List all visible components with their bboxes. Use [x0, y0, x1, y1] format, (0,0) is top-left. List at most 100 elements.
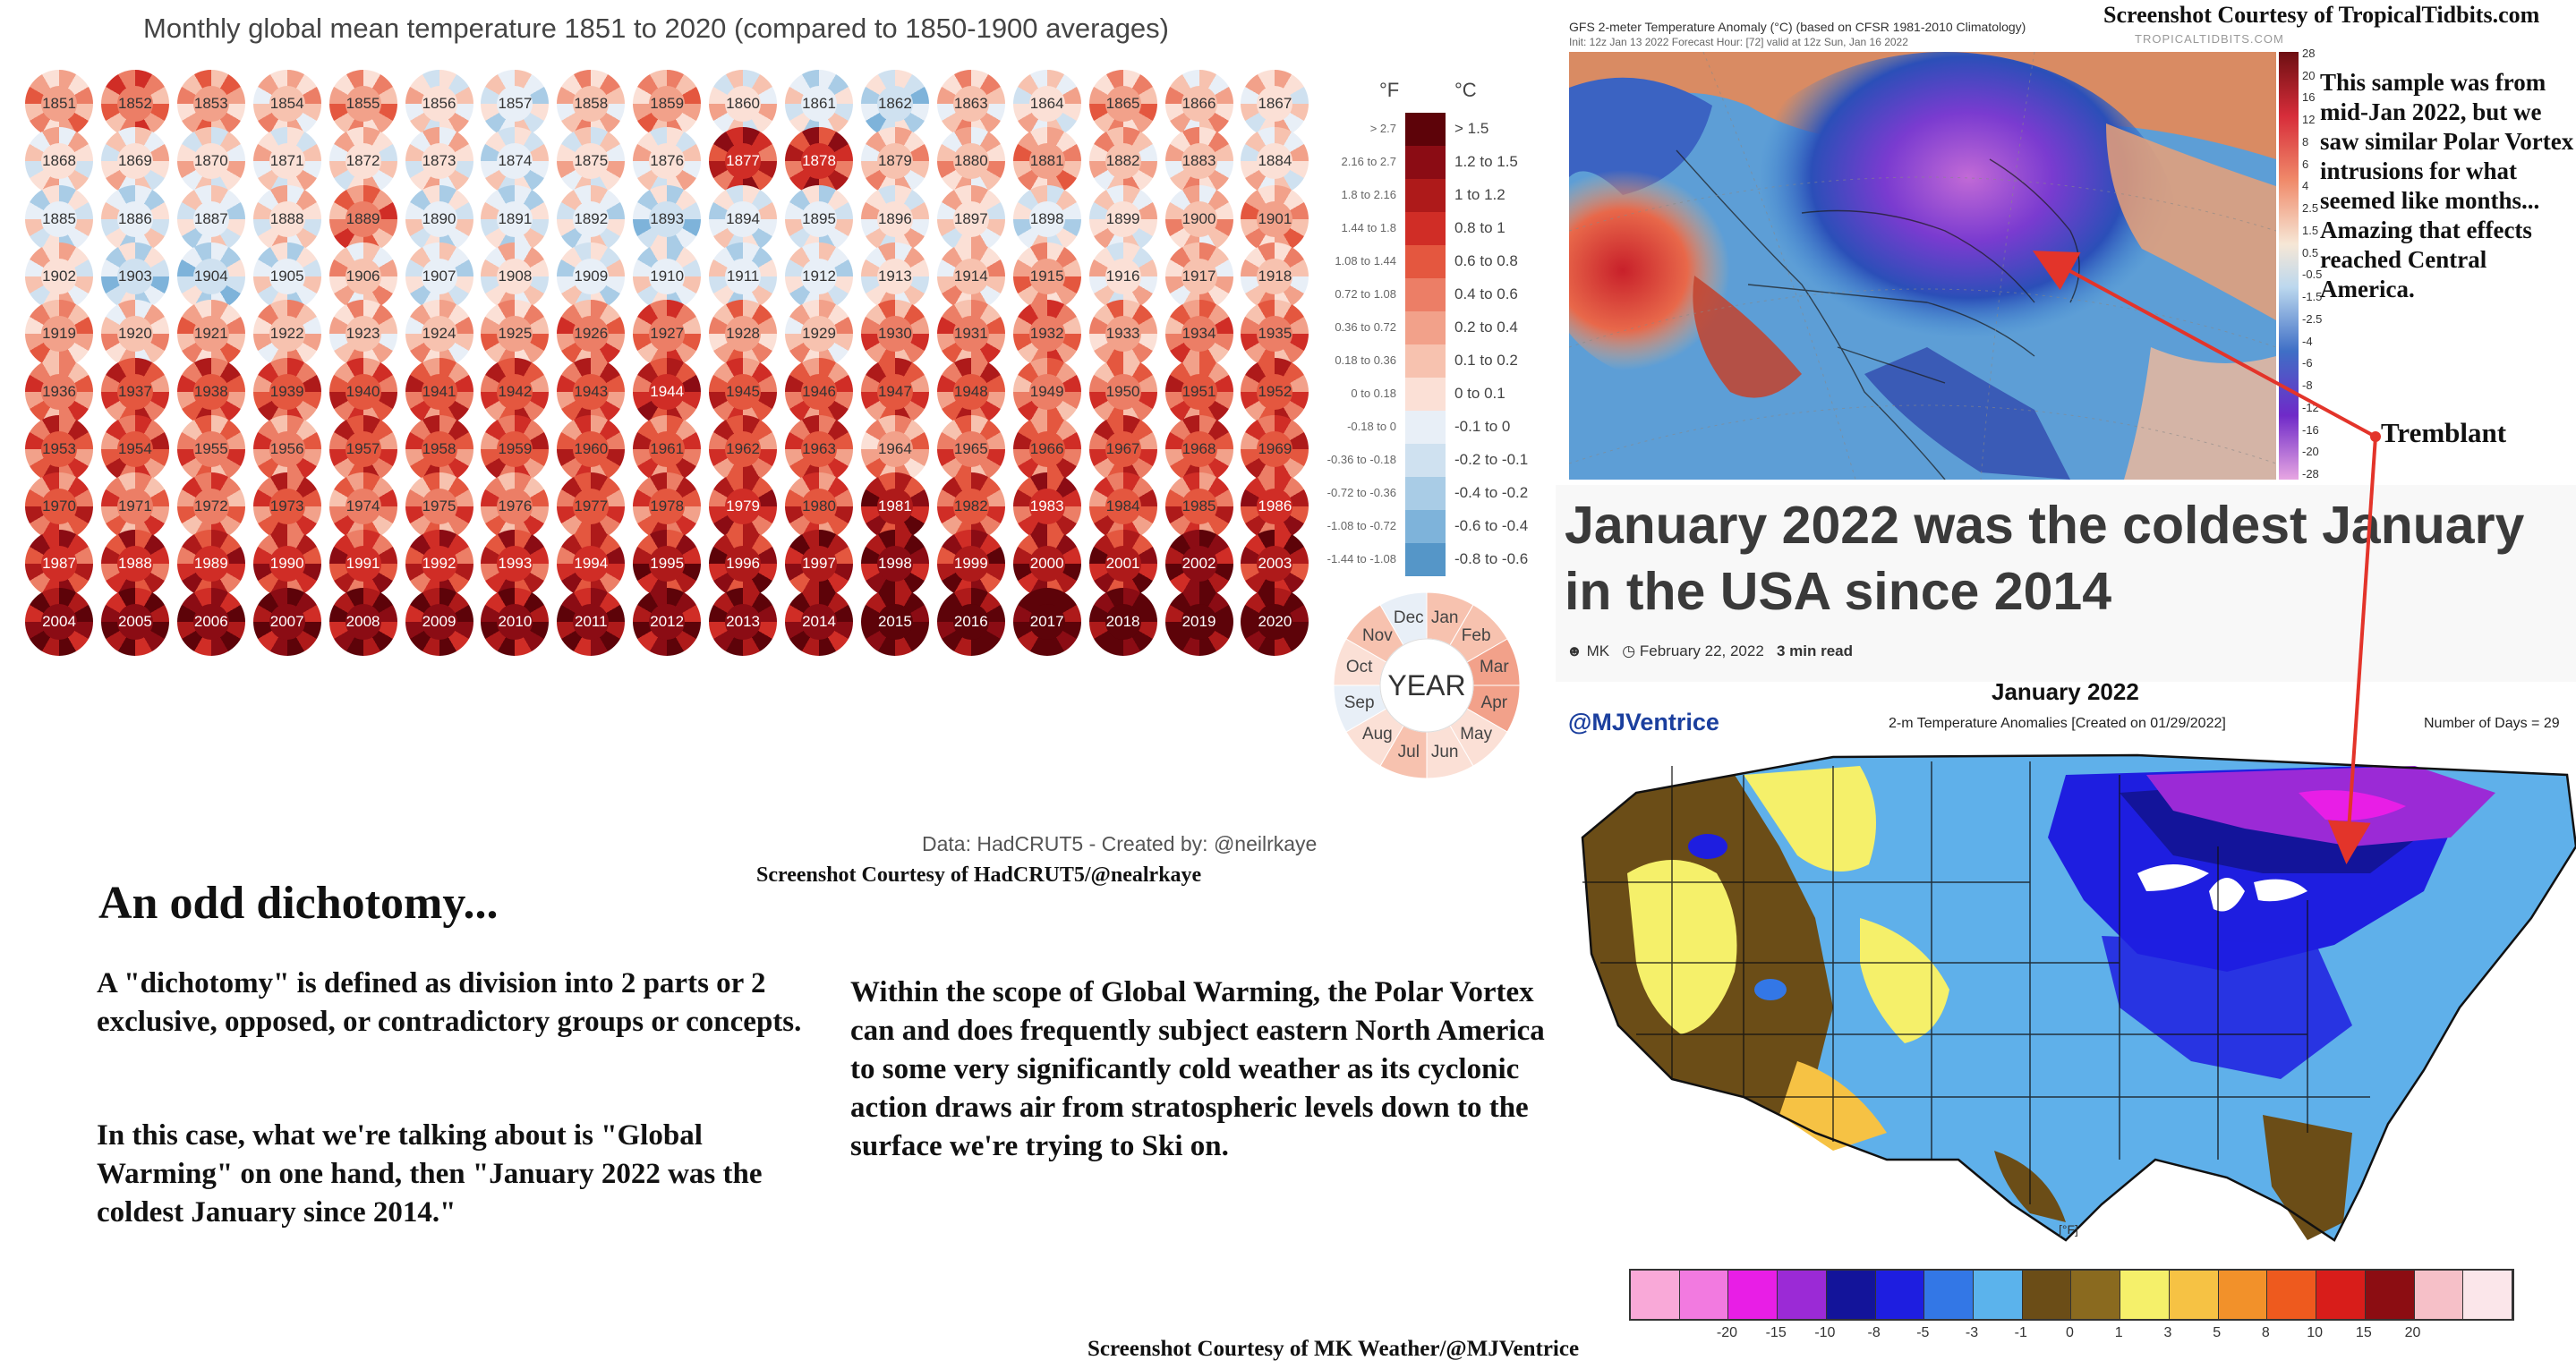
us-scale-tick: -20	[1716, 1325, 1737, 1340]
legend-swatch	[1405, 278, 1446, 311]
year-disc: 1989	[176, 530, 245, 599]
year-disc: 1859	[633, 70, 702, 138]
year-disc: 1894	[709, 184, 778, 253]
article-meta: ☻ MK ◷ February 22, 2022 3 min read	[1566, 642, 1853, 660]
year-disc: 1852	[100, 70, 169, 138]
gfs-map-header: GFS 2-meter Temperature Anomaly (°C) (ba…	[1569, 20, 2026, 34]
year-label: 1875	[573, 143, 610, 180]
dichotomy-heading: An odd dichotomy...	[98, 878, 499, 929]
year-disc: 1892	[557, 184, 626, 253]
year-label: 2013	[725, 603, 762, 640]
legend-celsius-range: 0.6 to 0.8	[1454, 252, 1518, 269]
legend-swatch	[1405, 212, 1446, 245]
legend-row: -1.08 to -0.72 -0.6 to -0.4	[1320, 510, 1548, 543]
legend-swatch	[1405, 311, 1446, 344]
us-scale-tick: 5	[2213, 1325, 2222, 1340]
us-scale-cell	[1679, 1271, 1729, 1319]
year-disc: 1942	[481, 357, 550, 426]
legend-swatch	[1405, 510, 1446, 543]
year-disc: 1934	[1164, 300, 1233, 369]
year-disc: 1951	[1164, 357, 1233, 426]
gfs-scale-tick: 12	[2302, 113, 2316, 127]
legend-row: -1.44 to -1.08 -0.8 to -0.6	[1320, 543, 1548, 576]
month-label: Aug	[1361, 725, 1393, 744]
year-disc: 1980	[785, 472, 853, 541]
us-temperature-anomaly-map	[1565, 739, 2576, 1262]
year-disc: 1918	[1241, 242, 1309, 310]
year-label: 1904	[192, 258, 229, 294]
polar-vortex-paragraph: Within the scope of Global Warming, the …	[850, 976, 1545, 1162]
year-disc: 1868	[25, 127, 93, 196]
us-scale-cell	[2218, 1271, 2268, 1319]
year-disc: 1958	[405, 414, 473, 483]
legend-celsius-range: -0.1 to 0	[1454, 418, 1511, 435]
year-disc: 1893	[633, 184, 702, 253]
year-label: 2016	[952, 603, 989, 640]
year-disc: 2019	[1164, 587, 1233, 656]
year-label: 1939	[269, 373, 305, 410]
legend-swatch	[1405, 179, 1446, 212]
us-color-scale	[1629, 1269, 2514, 1321]
year-disc: 1856	[405, 70, 473, 138]
legend-celsius-range: -0.4 to -0.2	[1454, 484, 1529, 501]
year-label: 1967	[1105, 430, 1141, 467]
year-disc: 1930	[860, 300, 929, 369]
year-disc: 2000	[1012, 530, 1081, 599]
year-label: 1871	[269, 143, 305, 180]
us-map-title: January 2022	[1992, 678, 2139, 705]
year-label: 1985	[1181, 489, 1217, 525]
year-label: 1957	[345, 430, 381, 467]
year-disc: 1946	[785, 357, 853, 426]
year-label: 1984	[1105, 489, 1141, 525]
year-label: 1889	[345, 200, 381, 237]
legend-fahrenheit-range: -0.18 to 0	[1347, 420, 1396, 433]
year-disc: 1952	[1241, 357, 1309, 426]
year-disc: 1993	[481, 530, 550, 599]
year-label: 1890	[421, 200, 457, 237]
year-label: 1992	[421, 546, 457, 582]
year-label: 1936	[41, 373, 77, 410]
legend-row: 0 to 0.18 0 to 0.1	[1320, 378, 1548, 411]
year-disc: 1971	[100, 472, 169, 541]
year-disc: 1870	[176, 127, 245, 196]
year-disc: 2001	[1088, 530, 1157, 599]
year-disc: 1853	[176, 70, 245, 138]
year-label: 1933	[1105, 316, 1141, 353]
year-disc: 1861	[785, 70, 853, 138]
gfs-scale-tick: 6	[2302, 157, 2309, 171]
legend-fahrenheit-range: 0 to 0.18	[1351, 387, 1396, 400]
year-disc: 1979	[709, 472, 778, 541]
year-disc: 1987	[25, 530, 93, 599]
legend-fahrenheit-range: -0.36 to -0.18	[1326, 453, 1396, 466]
us-scale-cell	[2414, 1271, 2464, 1319]
year-label: 2005	[116, 603, 153, 640]
year-label: 1979	[725, 489, 762, 525]
legend-swatch	[1405, 543, 1446, 576]
article-title[interactable]: January 2022 was the coldest January in …	[1565, 496, 2525, 621]
year-label: 1902	[41, 258, 77, 294]
year-disc: 1953	[25, 414, 93, 483]
us-map-subtitle: 2-m Temperature Anomalies [Created on 01…	[1889, 716, 2226, 731]
year-disc: 1862	[860, 70, 929, 138]
year-label: 1981	[876, 489, 913, 525]
year-label: 1990	[269, 546, 305, 582]
us-map-unit: [°F]	[2059, 1222, 2078, 1237]
year-disc: 1909	[557, 242, 626, 310]
year-label: 1868	[41, 143, 77, 180]
gfs-scale-tick: 2.5	[2302, 201, 2319, 216]
us-scale-cell	[2267, 1271, 2317, 1319]
month-key-ring	[1333, 591, 1521, 779]
year-label: 1969	[1257, 430, 1293, 467]
year-disc: 1970	[25, 472, 93, 541]
year-disc: 1978	[633, 472, 702, 541]
year-label: 1947	[876, 373, 913, 410]
year-label: 1906	[345, 258, 381, 294]
gfs-scale-tick: -28	[2302, 467, 2319, 480]
month-label: Jul	[1397, 743, 1420, 762]
year-label: 1886	[116, 200, 153, 237]
year-label: 1997	[801, 546, 837, 582]
legend-celsius-range: 0.1 to 0.2	[1454, 352, 1518, 369]
year-disc: 1968	[1164, 414, 1233, 483]
year-disc: 1881	[1012, 127, 1081, 196]
article-author[interactable]: MK	[1586, 642, 1610, 659]
